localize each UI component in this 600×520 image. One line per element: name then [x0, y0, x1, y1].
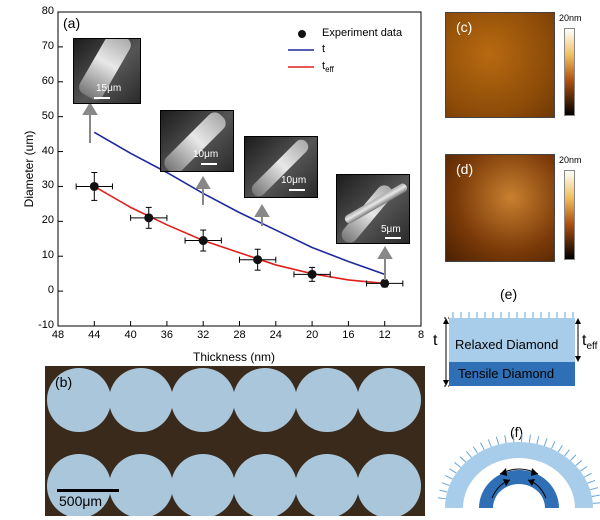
panel-b-scale-label: 500μm [59, 493, 103, 509]
y-tick-label: 40 [41, 144, 54, 157]
panel-d-colorbar-label: 20nm [559, 155, 582, 165]
panel-d-label: (d) [456, 161, 474, 177]
y-axis-title: Diameter (um) [22, 130, 36, 208]
x-tick-label: 16 [342, 329, 355, 341]
panel-c-label: (c) [456, 19, 473, 35]
sem-inset-4: 5μm [336, 174, 410, 244]
y-tick-label: 20 [41, 214, 54, 227]
inset-2-scale: 10μm [193, 149, 219, 160]
x-tick-label: 28 [233, 329, 246, 341]
sem-inset-2: 10μm [160, 110, 234, 172]
panel-c-colorbar-label: 20nm [559, 13, 582, 23]
panel-c-colorbar [564, 28, 575, 116]
panel-a-label: (a) [63, 15, 81, 31]
t-label: t [433, 332, 438, 349]
legend-teff-label: teff [322, 60, 334, 75]
relaxed-layer-label: Relaxed Diamond [455, 337, 559, 352]
x-tick-label: 40 [124, 329, 137, 341]
x-tick-label: 24 [269, 329, 282, 341]
y-tick-label: -10 [38, 319, 54, 331]
inset-4-scale: 5μm [381, 224, 401, 235]
x-tick-label: 8 [417, 329, 425, 341]
panel-d-colorbar [564, 170, 575, 260]
y-tick-label: 10 [41, 249, 54, 262]
series-teff-line [93, 185, 385, 285]
x-tick-label: 36 [160, 329, 174, 341]
sem-inset-1: 15μm [73, 38, 141, 104]
x-tick-label: 48 [51, 329, 65, 341]
series-t-line [93, 131, 385, 276]
y-tick-label: 30 [41, 179, 54, 192]
panel-f-label: (f) [510, 424, 524, 440]
y-tick-label: 70 [41, 39, 54, 52]
experiment-point [366, 278, 404, 288]
inset-arrows [82, 102, 393, 280]
x-tick-label: 12 [378, 329, 391, 341]
y-tick-label: 0 [47, 284, 54, 297]
experiment-point [184, 229, 222, 252]
experiment-point [293, 266, 331, 282]
panel-b-scale-bar [57, 489, 119, 492]
panel-b-label: (b) [55, 374, 73, 390]
panel-b-micrograph: (b) 500μm [45, 366, 425, 516]
legend-t-label: t [322, 43, 326, 55]
x-tick-label: 32 [197, 329, 210, 341]
legend-data-label: Experiment data [322, 27, 403, 39]
experiment-point [130, 206, 168, 229]
y-tick-label: 80 [41, 5, 54, 17]
y-tick-label: 60 [41, 74, 54, 87]
sem-inset-3: 10μm [244, 136, 318, 198]
panel-c-afm-image: (c) [445, 12, 555, 118]
inset-1-scale: 15μm [96, 83, 122, 94]
experiment-points [75, 171, 404, 288]
panel-e-label: (e) [500, 286, 518, 302]
x-tick-label: 20 [305, 329, 319, 341]
teff-label: teff [582, 332, 598, 353]
experiment-point [75, 171, 113, 201]
x-axis-title: Thickness (nm) [193, 350, 276, 364]
x-tick-label: 44 [88, 329, 101, 341]
y-tick-label: 50 [41, 109, 54, 122]
axis-ticks [57, 11, 422, 327]
panel-d-afm-image: (d) [445, 154, 555, 262]
legend-point-symbol [298, 30, 306, 38]
inset-3-scale: 10μm [281, 175, 307, 186]
tensile-layer-label: Tensile Diamond [458, 366, 555, 381]
experiment-point [239, 248, 277, 271]
